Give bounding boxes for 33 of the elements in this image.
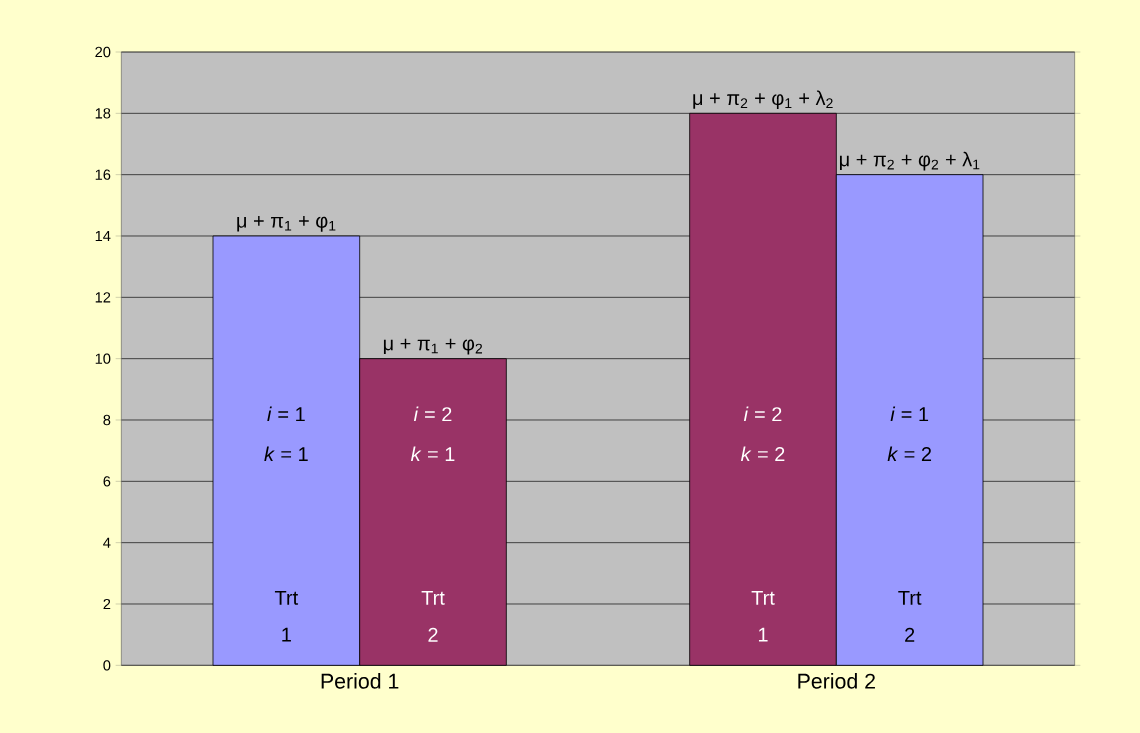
annotation: 2: [428, 627, 438, 642]
annotation: i = 1: [890, 406, 929, 421]
y-tick-label: 10: [95, 353, 111, 364]
annotation: i = 2: [413, 406, 452, 421]
y-tick-label: 16: [95, 169, 111, 180]
annotation: i = 2: [743, 406, 782, 421]
y-tick-label: 8: [103, 414, 111, 426]
y-tick-label: 4: [103, 537, 111, 548]
y-tick-label: 14: [95, 230, 111, 241]
annotation: μ + π$_{2}$ + φ$_{2}$ + λ$_{1}$: [839, 151, 980, 171]
annotation: Trt: [751, 590, 775, 605]
annotation: i = 1: [267, 406, 305, 421]
annotation: k = 1: [264, 446, 308, 461]
annotation: Trt: [898, 590, 922, 605]
annotation: 1: [758, 627, 768, 642]
y-tick-label: 6: [103, 476, 111, 487]
annotation: μ + π$_{2}$ + φ$_{1}$ + λ$_{2}$: [693, 90, 833, 109]
y-tick-label: 0: [103, 660, 111, 671]
x-tick-label: Period 1: [321, 672, 399, 689]
annotation: 1: [282, 627, 291, 642]
y-tick-label: 18: [95, 108, 111, 119]
annotation: μ + π$_{1}$ + φ$_{2}$: [383, 338, 483, 355]
annotation: Trt: [274, 590, 299, 605]
annotation: k = 2: [740, 446, 785, 461]
annotation: Trt: [421, 590, 445, 605]
annotation: k = 2: [887, 446, 932, 461]
x-tick-label: Period 2: [798, 672, 875, 689]
y-tick-label: 2: [103, 598, 111, 609]
annotation: μ + π$_{1}$ + φ$_{1}$: [237, 215, 336, 232]
y-tick-label: 20: [95, 46, 111, 58]
y-tick-label: 12: [95, 292, 111, 303]
annotation: k = 1: [410, 446, 455, 461]
annotation: 2: [905, 627, 915, 642]
